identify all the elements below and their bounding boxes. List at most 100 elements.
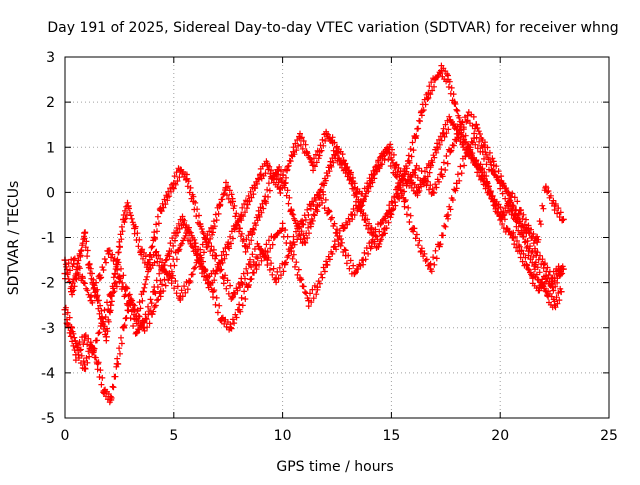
data-point <box>176 166 184 174</box>
data-point <box>322 130 330 138</box>
data-point <box>400 197 408 205</box>
data-point <box>498 211 506 219</box>
data-point <box>94 360 102 368</box>
data-point <box>133 328 141 336</box>
data-point <box>514 215 522 223</box>
data-point <box>165 247 173 255</box>
data-point <box>298 220 306 228</box>
data-point <box>348 211 356 219</box>
data-point <box>424 89 432 97</box>
data-point <box>152 252 160 260</box>
data-point <box>542 184 550 192</box>
data-point <box>531 261 539 269</box>
data-point <box>479 148 487 156</box>
data-point <box>168 274 176 282</box>
data-point <box>385 206 393 214</box>
data-point <box>192 243 200 251</box>
data-point <box>557 265 565 273</box>
data-point <box>444 211 452 219</box>
data-point <box>411 134 419 142</box>
data-point <box>142 315 150 323</box>
data-point <box>107 301 115 309</box>
data-point <box>244 283 252 291</box>
data-point <box>522 261 530 269</box>
data-point <box>405 157 413 165</box>
data-point <box>246 261 254 269</box>
data-point <box>287 206 295 214</box>
data-point <box>418 247 426 255</box>
data-series <box>63 109 567 364</box>
data-point <box>124 301 132 309</box>
data-point <box>68 288 76 296</box>
data-point <box>524 224 532 232</box>
data-point <box>459 139 467 147</box>
data-point <box>274 166 282 174</box>
data-point <box>102 333 110 341</box>
data-point <box>498 179 506 187</box>
data-point <box>437 170 445 178</box>
x-tick-label: 5 <box>169 428 178 444</box>
data-point <box>237 279 245 287</box>
data-point <box>392 170 400 178</box>
data-point <box>85 261 93 269</box>
data-point <box>446 148 454 156</box>
data-point <box>313 283 321 291</box>
data-point <box>211 252 219 260</box>
data-point <box>272 274 280 282</box>
data-point <box>435 243 443 251</box>
data-point <box>303 148 311 156</box>
data-point <box>78 274 86 282</box>
chart-title: Day 191 of 2025, Sidereal Day-to-day VTE… <box>47 20 618 36</box>
data-point <box>257 170 265 178</box>
data-point <box>211 270 219 278</box>
y-tick-label: -5 <box>41 411 55 427</box>
y-tick-label: -1 <box>41 231 55 247</box>
data-point <box>124 202 132 210</box>
data-point <box>485 188 493 196</box>
data-point <box>516 247 524 255</box>
data-point <box>113 360 121 368</box>
data-point <box>76 252 84 260</box>
data-series <box>61 62 567 344</box>
data-point <box>229 197 237 205</box>
data-point <box>335 157 343 165</box>
data-point <box>538 279 546 287</box>
data-point <box>100 387 108 395</box>
data-point <box>279 224 287 232</box>
data-point <box>235 306 243 314</box>
data-point <box>183 229 191 237</box>
data-point <box>263 161 271 169</box>
data-point <box>455 130 463 138</box>
data-point <box>551 202 559 210</box>
x-tick-label: 20 <box>491 428 509 444</box>
data-point <box>420 175 428 183</box>
data-point <box>70 256 78 264</box>
data-point <box>107 396 115 404</box>
data-point <box>431 76 439 84</box>
data-points <box>64 109 567 364</box>
data-point <box>150 234 158 241</box>
data-point <box>437 67 445 75</box>
data-point <box>331 243 339 251</box>
x-tick-label: 10 <box>274 428 292 444</box>
data-point <box>481 143 489 151</box>
data-point <box>540 261 548 269</box>
data-point <box>453 179 461 187</box>
data-point <box>296 274 304 282</box>
data-point <box>120 324 128 332</box>
data-point <box>472 161 480 169</box>
data-point <box>350 270 358 278</box>
data-point <box>429 188 437 196</box>
data-point <box>533 238 541 246</box>
data-point <box>509 234 517 241</box>
data-point <box>461 152 469 160</box>
data-point <box>492 202 500 210</box>
y-tick-label: 1 <box>46 140 55 156</box>
data-point <box>490 161 498 169</box>
data-points <box>62 62 567 344</box>
data-point <box>194 256 202 264</box>
data-point <box>394 193 402 201</box>
data-point <box>115 243 123 251</box>
data-point <box>179 215 187 223</box>
data-point <box>150 288 158 296</box>
